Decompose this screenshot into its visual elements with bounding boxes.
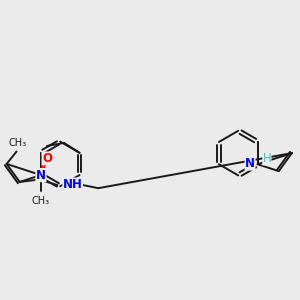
Text: H: H: [262, 152, 271, 165]
Text: O: O: [42, 152, 52, 165]
Text: NH: NH: [63, 178, 82, 191]
Text: CH₃: CH₃: [32, 196, 50, 206]
Text: N: N: [36, 169, 46, 182]
Text: N: N: [245, 157, 255, 170]
Text: CH₃: CH₃: [9, 137, 27, 148]
